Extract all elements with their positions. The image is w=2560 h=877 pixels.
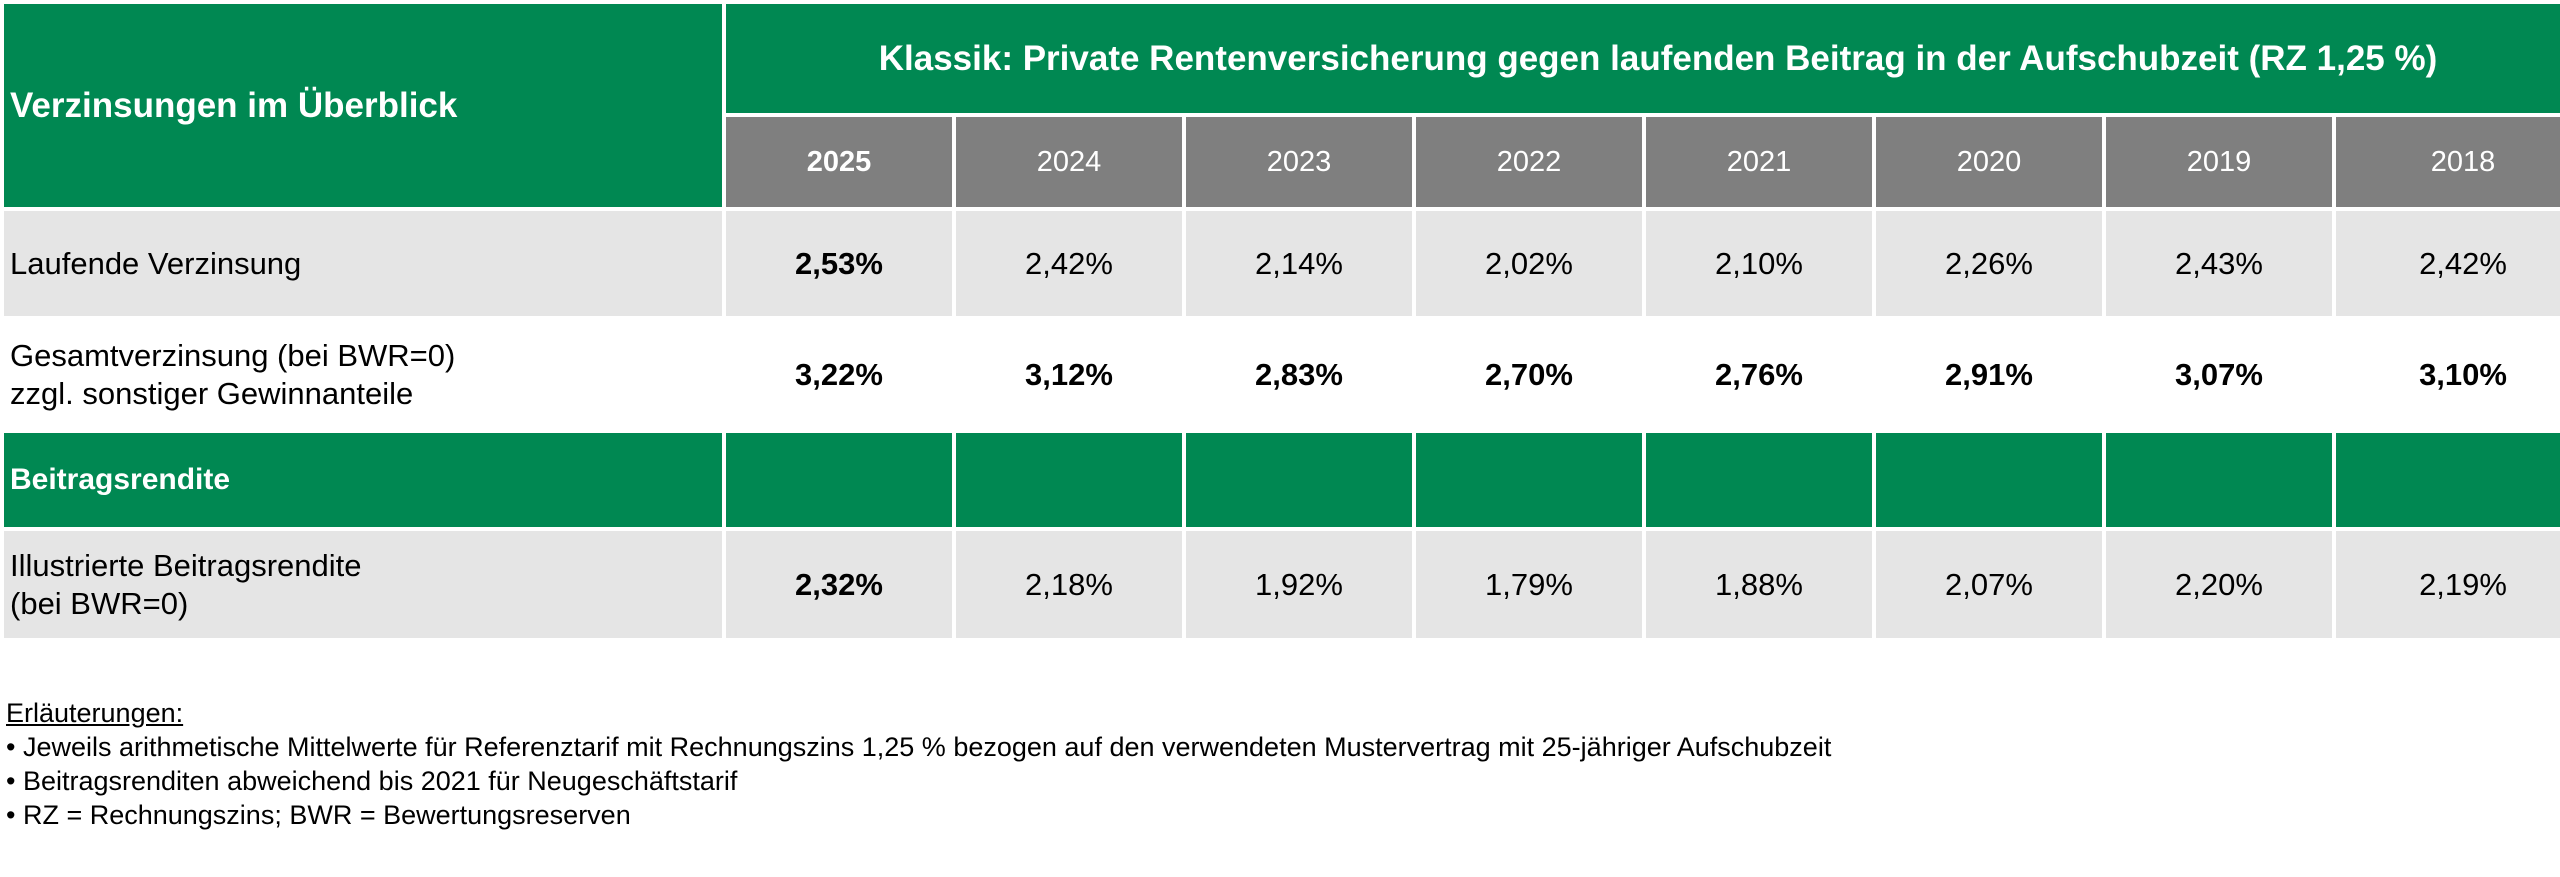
value-cell: 2,26% [1872,207,2106,320]
section-label: Beitragsrendite [0,429,726,531]
row-label: Gesamtverzinsung (bei BWR=0) zzgl. sonst… [0,316,726,433]
value-cell: 2,83% [1182,316,1416,433]
section-cell [722,429,956,531]
value-cell: 3,22% [722,316,956,433]
row-label-line: Gesamtverzinsung (bei BWR=0) [10,337,456,373]
section-cell [1412,429,1646,531]
value-cell: 2,14% [1182,207,1416,320]
year-header: 2020 [1872,113,2106,211]
year-header: 2021 [1642,113,1876,211]
value-cell: 1,92% [1182,527,1416,642]
value-cell: 2,19% [2331,527,2560,642]
table-row-illustrierte-beitragsrendite: Illustrierte Beitragsrendite (bei BWR=0)… [0,527,2560,642]
interest-overview-table: Verzinsungen im Überblick Klassik: Priva… [0,0,2560,642]
row-label-line: (bei BWR=0) [10,585,189,621]
notes-section: Erläuterungen: • Jeweils arithmetische M… [6,696,1831,832]
value-cell: 2,20% [2102,527,2336,642]
overview-heading: Verzinsungen im Überblick [0,0,726,211]
table-title: Klassik: Private Rentenversicherung gege… [721,0,2560,117]
value-cell: 2,42% [2331,207,2560,320]
value-cell: 2,02% [1412,207,1646,320]
section-cell [2102,429,2336,531]
year-header: 2025 [722,113,956,211]
value-cell: 2,53% [722,207,956,320]
year-header: 2019 [2102,113,2336,211]
value-cell: 2,42% [952,207,1186,320]
value-cell: 2,18% [952,527,1186,642]
value-cell: 2,10% [1642,207,1876,320]
section-cell [1872,429,2106,531]
notes-heading: Erläuterungen: [6,698,184,728]
value-cell: 3,10% [2331,316,2560,433]
section-cell [1642,429,1876,531]
value-cell: 2,91% [1872,316,2106,433]
row-label-line: zzgl. sonstiger Gewinnanteile [10,375,414,411]
note-item: • RZ = Rechnungszins; BWR = Bewertungsre… [6,800,631,830]
table-row-laufende-verzinsung: Laufende Verzinsung 2,53% 2,42% 2,14% 2,… [0,207,2560,320]
value-cell: 2,76% [1642,316,1876,433]
value-cell: 1,88% [1642,527,1876,642]
note-item: • Beitragsrenditen abweichend bis 2021 f… [6,766,738,796]
value-cell: 3,12% [952,316,1186,433]
year-header: 2022 [1412,113,1646,211]
year-header: 2024 [952,113,1186,211]
value-cell: 2,07% [1872,527,2106,642]
value-cell: 2,43% [2102,207,2336,320]
row-label: Laufende Verzinsung [0,207,726,320]
section-cell [2331,429,2560,531]
year-header: 2018 [2331,113,2560,211]
row-label: Illustrierte Beitragsrendite (bei BWR=0) [0,527,726,642]
interest-overview-table-wrapper: Verzinsungen im Überblick Klassik: Priva… [0,0,2560,642]
row-label-line: Illustrierte Beitragsrendite [10,547,362,583]
note-item: • Jeweils arithmetische Mittelwerte für … [6,732,1832,762]
table-row-gesamtverzinsung: Gesamtverzinsung (bei BWR=0) zzgl. sonst… [0,316,2560,433]
section-cell [1182,429,1416,531]
value-cell: 2,70% [1412,316,1646,433]
value-cell: 2,32% [722,527,956,642]
value-cell: 3,07% [2102,316,2336,433]
section-row-beitragsrendite: Beitragsrendite [0,429,2560,531]
section-cell [952,429,1186,531]
year-header: 2023 [1182,113,1416,211]
value-cell: 1,79% [1412,527,1646,642]
